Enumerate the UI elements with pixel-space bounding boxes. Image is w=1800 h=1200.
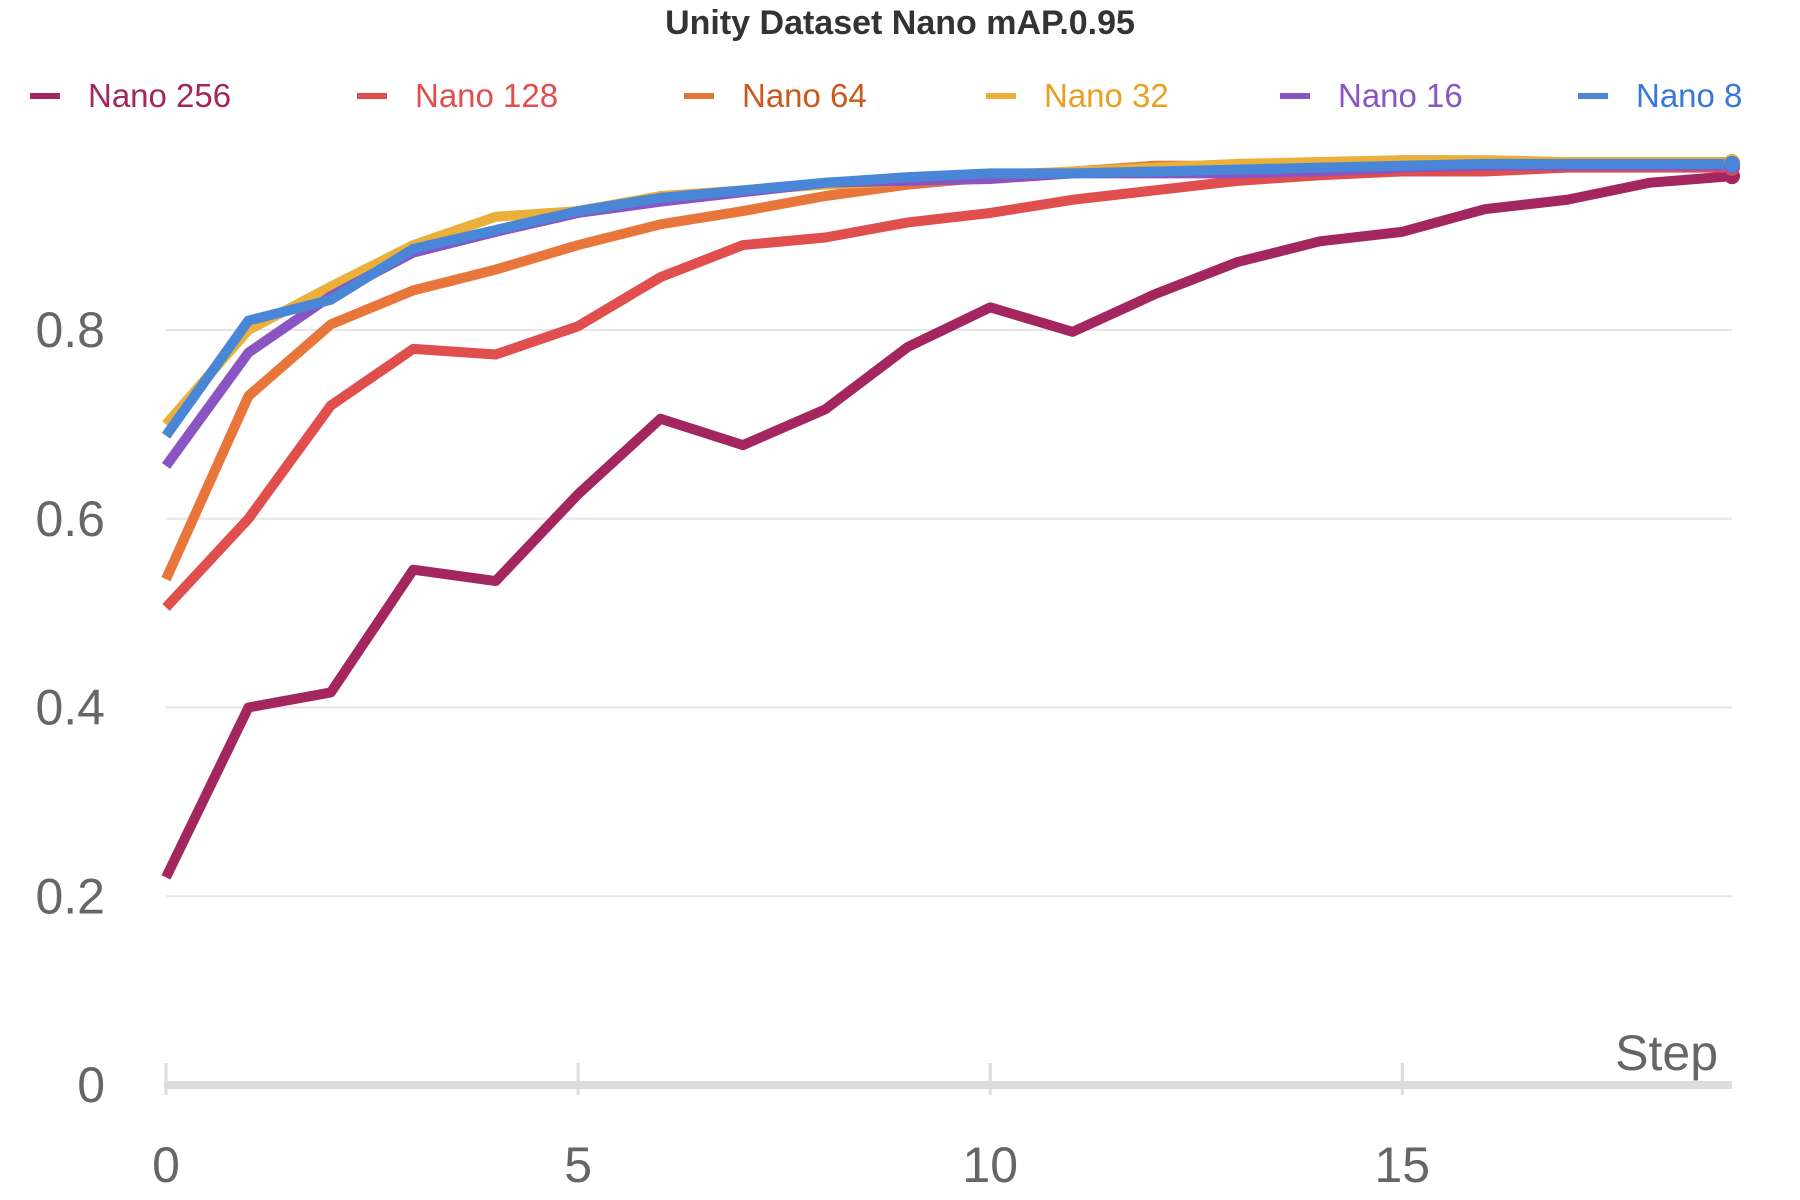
legend-label: Nano 256 <box>88 77 231 114</box>
x-tick-label: 10 <box>962 1137 1018 1193</box>
y-tick-label: 0.6 <box>35 491 105 547</box>
legend-label: Nano 64 <box>742 77 867 114</box>
legend-label: Nano 128 <box>415 77 558 114</box>
series-end-marker <box>1724 155 1740 172</box>
x-axis-label: Step <box>1615 1025 1718 1081</box>
legend-item[interactable]: Nano 16 <box>1280 77 1463 114</box>
legend-item[interactable]: Nano 64 <box>684 77 867 114</box>
series-lines <box>161 154 1740 880</box>
chart-title: Unity Dataset Nano mAP.0.95 <box>665 4 1135 42</box>
legend-item[interactable]: Nano 32 <box>986 77 1169 114</box>
x-tick-label: 15 <box>1375 1137 1431 1193</box>
axes: 0 0.2 0.4 0.6 0.8 0 5 10 15 <box>35 302 1732 1193</box>
legend-label: Nano 32 <box>1044 77 1169 114</box>
series-line <box>161 158 1732 439</box>
series-line <box>161 157 1732 582</box>
y-tick-label: 0 <box>77 1057 105 1113</box>
legend-item[interactable]: Nano 128 <box>357 77 558 114</box>
x-tick-label: 0 <box>152 1137 180 1193</box>
legend-label: Nano 8 <box>1636 77 1742 114</box>
legend-item[interactable]: Nano 256 <box>30 77 231 114</box>
y-tick-label: 0.4 <box>35 680 105 736</box>
x-tick-label: 5 <box>564 1137 592 1193</box>
y-tick-label: 0.8 <box>35 302 105 358</box>
legend: Nano 256 Nano 128 Nano 64 Nano 32 Nano 16 Nan… <box>30 77 1742 114</box>
series-line <box>162 162 1732 611</box>
legend-label: Nano 16 <box>1338 77 1463 114</box>
grid <box>166 329 1732 898</box>
series-line <box>161 171 1733 880</box>
legend-item[interactable]: Nano 8 <box>1578 77 1742 114</box>
y-tick-label: 0.2 <box>35 868 105 924</box>
